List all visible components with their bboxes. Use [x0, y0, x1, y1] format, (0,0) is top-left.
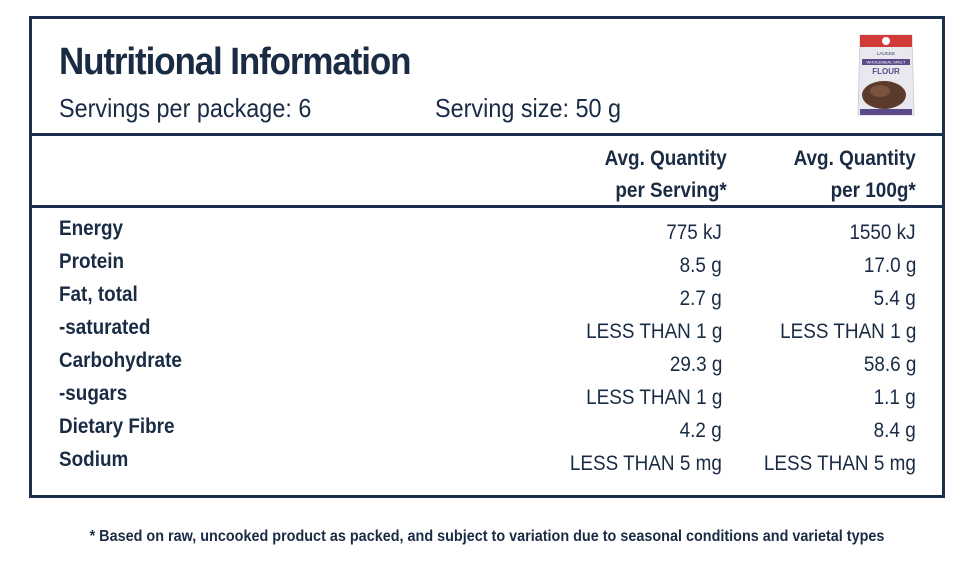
table-row: Dietary Fibre 4.2 g 8.4 g [32, 415, 942, 448]
column-header-per-100g: Avg. Quantity per 100g* [794, 143, 916, 207]
nutrient-label: -sugars [59, 382, 128, 405]
servings-per-package: Servings per package: 6 [59, 93, 312, 123]
per-100g-value: 1.1 g [873, 386, 916, 409]
package-product-text: WHOLEMEAL SPELT [867, 60, 906, 65]
per-100g-value: 8.4 g [873, 419, 916, 442]
per-100g-value: LESS THAN 1 g [779, 320, 916, 343]
table-row: -sugars LESS THAN 1 g 1.1 g [32, 382, 942, 415]
per-100g-line1: Avg. Quantity [793, 147, 916, 170]
per-serving-value: 4.2 g [679, 419, 722, 442]
table-row: Energy 775 kJ 1550 kJ [32, 217, 942, 250]
panel-title: Nutritional Information [59, 41, 411, 83]
per-serving-value: 8.5 g [679, 254, 722, 277]
product-package-image: LAUCKE WHOLEMEAL SPELT FLOUR [857, 34, 915, 116]
nutrient-label: Fat, total [59, 283, 138, 306]
table-row: Fat, total 2.7 g 5.4 g [32, 283, 942, 316]
package-brand-text: LAUCKE [877, 51, 895, 56]
per-serving-value: 775 kJ [666, 221, 722, 244]
per-100g-value: 17.0 g [863, 254, 916, 277]
nutrient-label: Carbohydrate [59, 349, 182, 372]
per-100g-value: LESS THAN 5 mg [764, 452, 916, 475]
per-serving-value: LESS THAN 5 mg [570, 452, 722, 475]
serving-size: Serving size: 50 g [435, 93, 622, 123]
per-100g-value: 58.6 g [863, 353, 916, 376]
per-serving-line2: per Serving* [615, 179, 727, 202]
per-serving-value: LESS THAN 1 g [585, 320, 722, 343]
table-row: Sodium LESS THAN 5 mg LESS THAN 5 mg [32, 448, 942, 481]
header-divider [32, 133, 942, 136]
per-serving-value: 2.7 g [679, 287, 722, 310]
nutrient-label: Dietary Fibre [59, 415, 175, 438]
nutrient-label: -saturated [59, 316, 151, 339]
per-100g-value: 5.4 g [873, 287, 916, 310]
per-serving-value: 29.3 g [669, 353, 722, 376]
table-row: Protein 8.5 g 17.0 g [32, 250, 942, 283]
nutrition-panel: Nutritional Information Servings per pac… [29, 16, 945, 498]
table-row: -saturated LESS THAN 1 g LESS THAN 1 g [32, 316, 942, 349]
column-header-divider [32, 205, 942, 208]
column-header-per-serving: Avg. Quantity per Serving* [605, 143, 727, 207]
nutrient-label: Protein [59, 250, 125, 273]
per-serving-value: LESS THAN 1 g [585, 386, 722, 409]
package-flour-text: FLOUR [872, 67, 900, 76]
nutrient-label: Energy [59, 217, 124, 240]
per-100g-line2: per 100g* [830, 179, 916, 202]
per-100g-value: 1550 kJ [849, 221, 916, 244]
table-row: Carbohydrate 29.3 g 58.6 g [32, 349, 942, 382]
nutrient-label: Sodium [59, 448, 129, 471]
footnote: * Based on raw, uncooked product as pack… [89, 528, 885, 545]
per-serving-line1: Avg. Quantity [604, 147, 727, 170]
